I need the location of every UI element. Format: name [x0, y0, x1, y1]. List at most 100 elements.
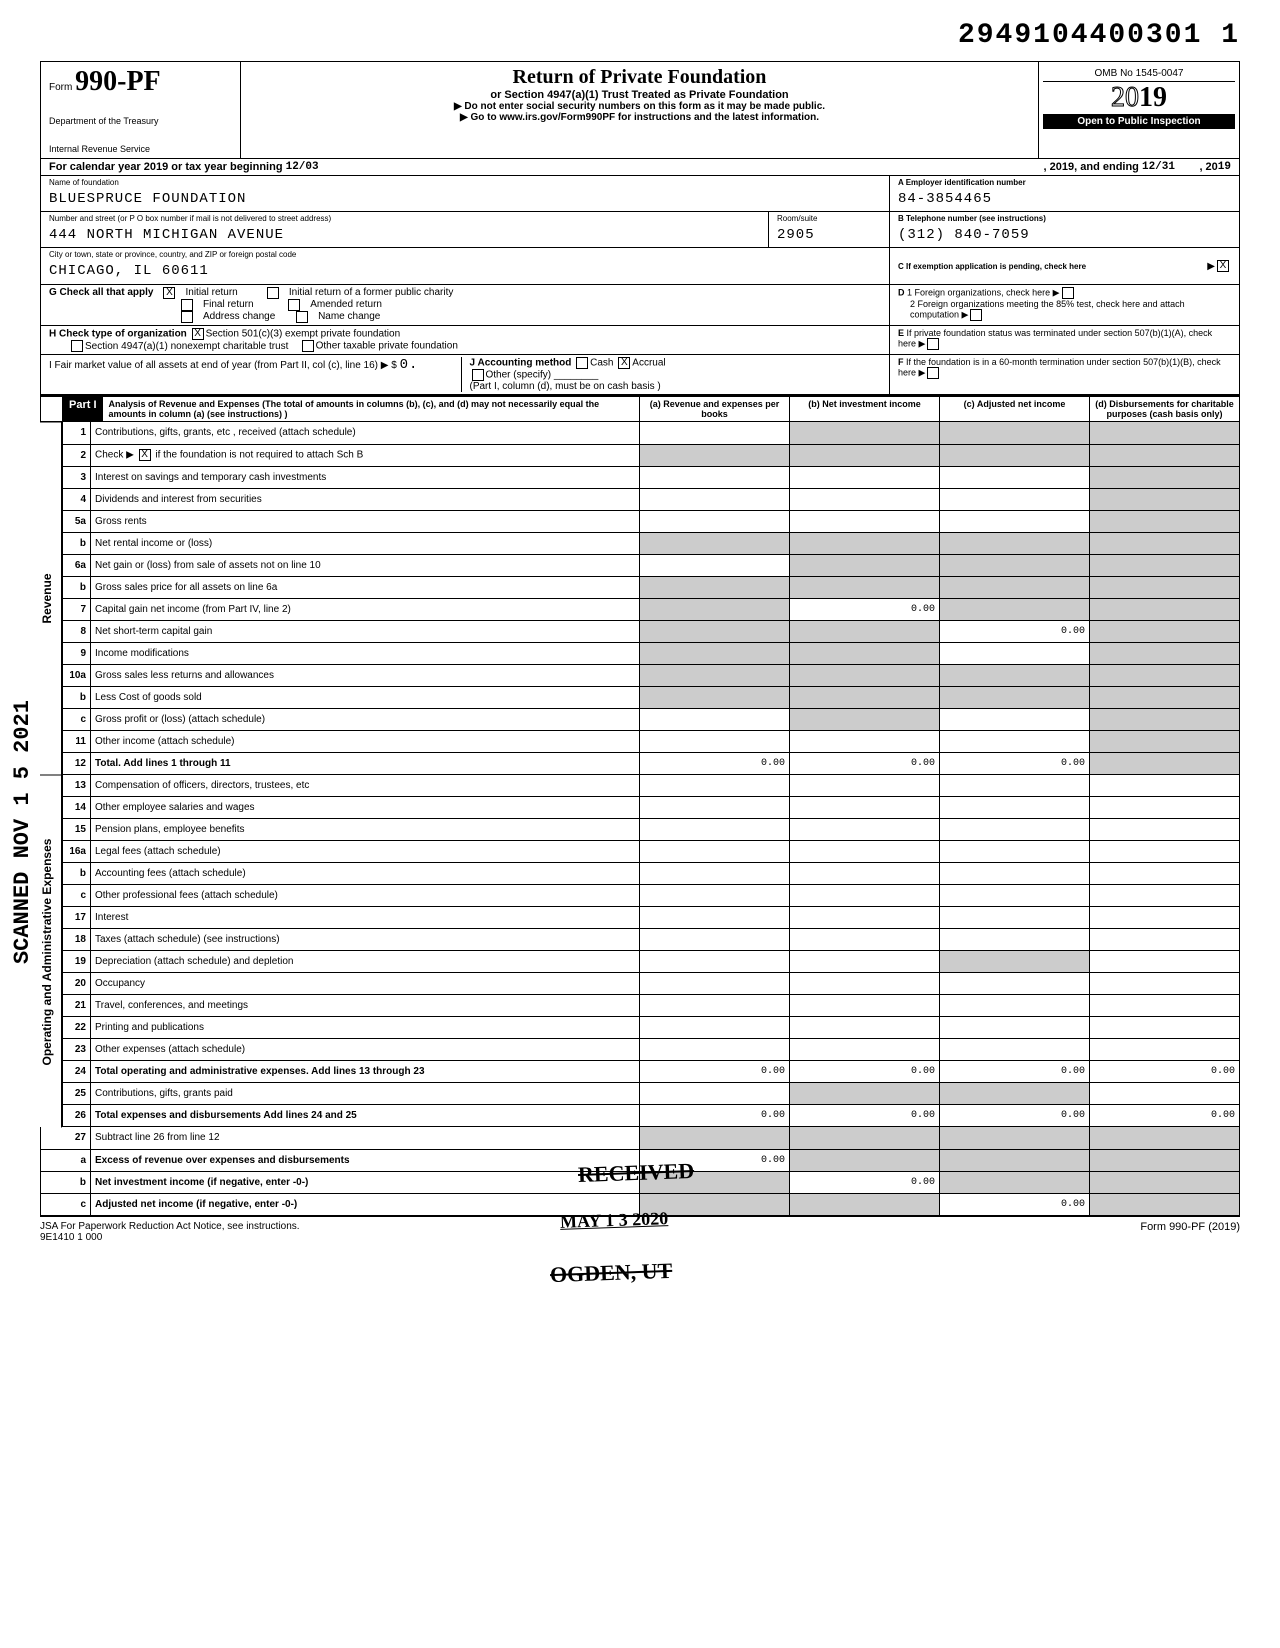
form-label: Form: [49, 82, 72, 93]
room-label: Room/suite: [777, 214, 881, 223]
row-2-checkbox[interactable]: [139, 449, 151, 461]
box-e: If private foundation status was termina…: [898, 328, 1212, 348]
e-checkbox[interactable]: [927, 338, 939, 350]
col-b-head: (b) Net investment income: [789, 397, 939, 421]
instruction-2: ▶ Go to www.irs.gov/Form990PF for instru…: [249, 112, 1030, 123]
calendar-year-row: For calendar year 2019 or tax year begin…: [40, 159, 1240, 176]
footer-left2: 9E1410 1 000: [40, 1232, 102, 1243]
dept-treasury: Department of the Treasury: [49, 116, 232, 126]
cal-year-mid: , 2019, and ending: [1044, 161, 1139, 173]
row-5a-desc: Gross rents: [91, 510, 640, 532]
row-24-val-a: 0.00: [640, 1061, 790, 1083]
cal-year-yr: 19: [1218, 161, 1231, 173]
row-27c-desc: Adjusted net income (if negative, enter …: [91, 1193, 640, 1215]
g-amended-checkbox[interactable]: [288, 299, 300, 311]
d2-checkbox[interactable]: [970, 309, 982, 321]
row-3-desc: Interest on savings and temporary cash i…: [91, 466, 640, 488]
row-27b-desc: Net investment income (if negative, ente…: [91, 1171, 640, 1193]
row-15-desc: Pension plans, employee benefits: [91, 819, 640, 841]
row-16a-desc: Legal fees (attach schedule): [91, 841, 640, 863]
open-inspection-label: Open to Public Inspection: [1043, 114, 1235, 129]
j-note: (Part I, column (d), must be on cash bas…: [470, 381, 661, 392]
row-25-desc: Contributions, gifts, grants paid: [91, 1083, 640, 1105]
row-27a-desc: Excess of revenue over expenses and disb…: [91, 1149, 640, 1171]
row-2b-desc: if the foundation is not required to att…: [155, 450, 363, 461]
h-501c3-checkbox[interactable]: [192, 328, 204, 340]
row-27-desc: Subtract line 26 from line 12: [91, 1127, 640, 1149]
col-d-head: (d) Disbursements for charitable purpose…: [1089, 397, 1239, 421]
row-22-desc: Printing and publications: [91, 1017, 640, 1039]
footer-left: JSA For Paperwork Reduction Act Notice, …: [40, 1221, 300, 1232]
row-6b-desc: Gross sales price for all assets on line…: [91, 576, 640, 598]
g-name-change-checkbox[interactable]: [296, 311, 308, 323]
g-opt-5: Name change: [318, 311, 380, 323]
instruction-1: ▶ Do not enter social security numbers o…: [249, 101, 1030, 112]
box-a-label: A Employer identification number: [898, 178, 1231, 187]
j-cash-checkbox[interactable]: [576, 357, 588, 369]
row-1-desc: Contributions, gifts, grants, etc , rece…: [91, 422, 640, 444]
row-8-val-c: 0.00: [940, 620, 1090, 642]
g-address-change-checkbox[interactable]: [181, 311, 193, 323]
row-27c-val-c: 0.00: [940, 1193, 1090, 1215]
i-value: 0.: [400, 357, 419, 373]
box-d1: 1 Foreign organizations, check here: [907, 287, 1050, 297]
part1-label: Part I: [63, 397, 103, 421]
footer-form-ref: Form 990-PF (2019): [1140, 1221, 1240, 1243]
expenses-table: 13Compensation of officers, directors, t…: [62, 775, 1240, 1128]
row-23-desc: Other expenses (attach schedule): [91, 1039, 640, 1061]
row-26-val-c: 0.00: [940, 1105, 1090, 1127]
foundation-info-block: Name of foundation BLUESPRUCE FOUNDATION…: [40, 176, 1240, 285]
h-opt2: Section 4947(a)(1) nonexempt charitable …: [85, 341, 288, 352]
foundation-name: BLUESPRUCE FOUNDATION: [49, 191, 881, 207]
doc-locator-number: 2949104400301 1: [40, 20, 1240, 51]
j-accrual: Accrual: [632, 358, 665, 369]
row-12-val-a: 0.00: [640, 752, 790, 774]
cal-year-begin: 12/03: [286, 161, 319, 173]
scanned-stamp: SCANNED NOV 1 5 2021: [10, 700, 35, 964]
g-initial-return-checkbox[interactable]: [163, 287, 175, 299]
col-a-head: (a) Revenue and expenses per books: [639, 397, 789, 421]
foundation-city: CHICAGO, IL 60611: [49, 263, 881, 279]
j-cash: Cash: [590, 358, 613, 369]
box-c-checkbox[interactable]: [1217, 260, 1229, 272]
row-7-val-b: 0.00: [790, 598, 940, 620]
dept-irs: Internal Revenue Service: [49, 144, 232, 154]
address-label: Number and street (or P O box number if …: [49, 214, 760, 223]
row-10c-desc: Gross profit or (loss) (attach schedule): [91, 708, 640, 730]
h-other-checkbox[interactable]: [302, 340, 314, 352]
i-label: I Fair market value of all assets at end…: [49, 360, 397, 371]
row-12-desc: Total. Add lines 1 through 11: [91, 752, 640, 774]
j-other-checkbox[interactable]: [472, 369, 484, 381]
g-opt-3: Initial return of a former public charit…: [289, 287, 454, 299]
g-final-return-checkbox[interactable]: [181, 299, 193, 311]
row-8-desc: Net short-term capital gain: [91, 620, 640, 642]
d1-checkbox[interactable]: [1062, 287, 1074, 299]
g-initial-former-checkbox[interactable]: [267, 287, 279, 299]
row-24-val-d: 0.00: [1090, 1061, 1240, 1083]
row-16c-desc: Other professional fees (attach schedule…: [91, 885, 640, 907]
box-d2: 2 Foreign organizations meeting the 85% …: [910, 299, 1185, 319]
form-header: Form 990-PF Department of the Treasury I…: [40, 61, 1240, 159]
part1-desc: Analysis of Revenue and Expenses (The to…: [103, 397, 639, 421]
row-10b-desc: Less Cost of goods sold: [91, 686, 640, 708]
j-accrual-checkbox[interactable]: [618, 357, 630, 369]
row-26-val-a: 0.00: [640, 1105, 790, 1127]
f-checkbox[interactable]: [927, 367, 939, 379]
row-12-val-c: 0.00: [940, 752, 1090, 774]
page-footer: JSA For Paperwork Reduction Act Notice, …: [40, 1216, 1240, 1247]
city-label: City or town, state or province, country…: [49, 250, 881, 259]
row-5b-desc: Net rental income or (loss): [91, 532, 640, 554]
row-20-desc: Occupancy: [91, 973, 640, 995]
g-opt-1: Final return: [203, 299, 254, 311]
row-26-val-b: 0.00: [790, 1105, 940, 1127]
row-26-val-d: 0.00: [1090, 1105, 1240, 1127]
j-other: Other (specify): [486, 370, 552, 381]
box-c-label: C If exemption application is pending, c…: [898, 262, 1207, 271]
g-label: G Check all that apply: [49, 287, 153, 299]
cal-year-suffix: , 20: [1199, 161, 1217, 173]
row-14-desc: Other employee salaries and wages: [91, 797, 640, 819]
form-subtitle: or Section 4947(a)(1) Trust Treated as P…: [249, 89, 1030, 101]
h-4947-checkbox[interactable]: [71, 340, 83, 352]
row-13-desc: Compensation of officers, directors, tru…: [91, 775, 640, 797]
j-label: J Accounting method: [470, 358, 572, 369]
